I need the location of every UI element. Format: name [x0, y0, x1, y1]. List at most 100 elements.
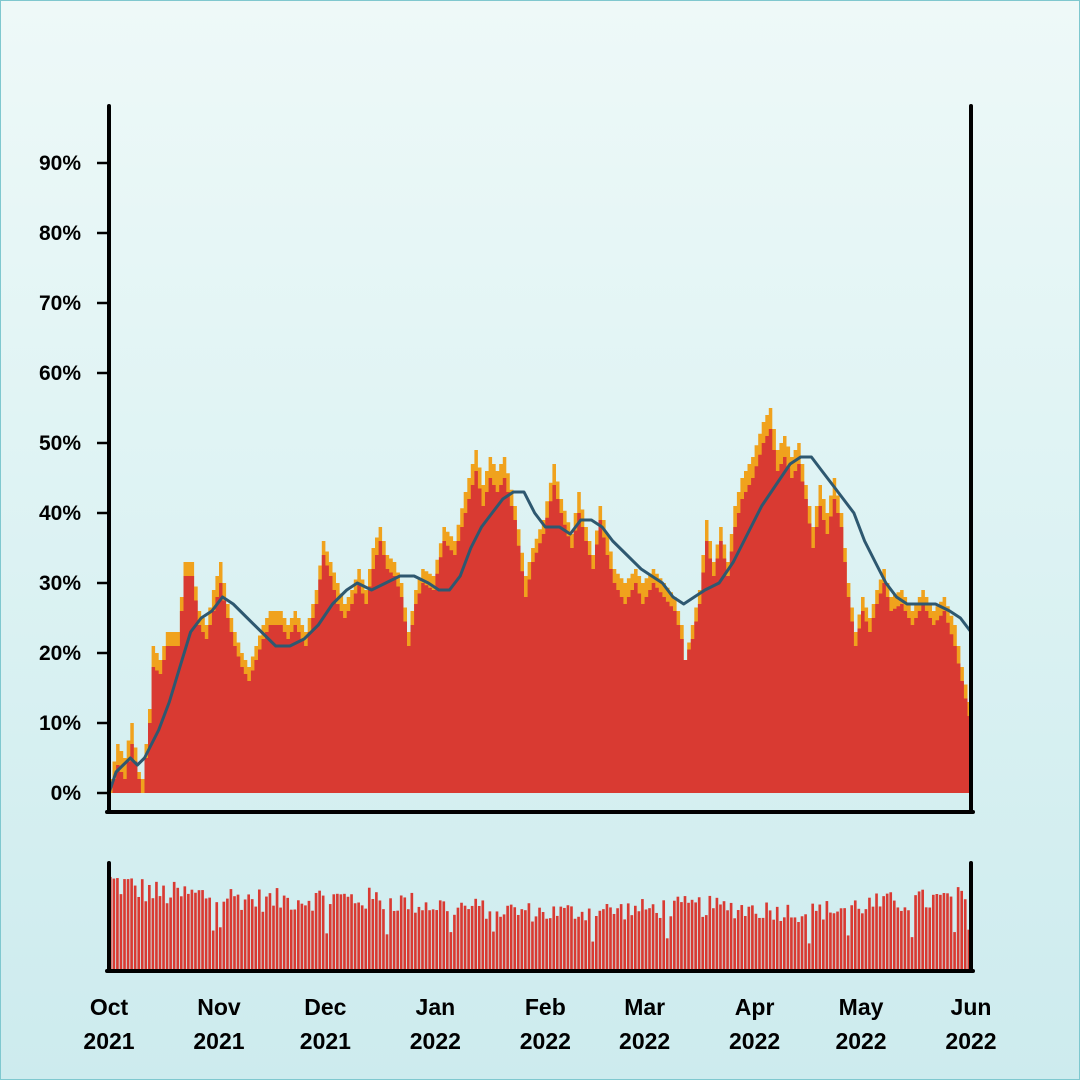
daily-bar — [605, 904, 609, 971]
daily-bar — [272, 905, 275, 971]
daily-bar — [268, 893, 272, 971]
daily-bar — [424, 902, 428, 971]
daily-bar — [857, 908, 861, 971]
daily-bar — [442, 901, 446, 971]
daily-bar — [704, 915, 708, 971]
daily-bar — [538, 907, 541, 971]
daily-bar — [726, 910, 729, 971]
daily-bar — [169, 897, 172, 971]
daily-bar — [399, 895, 403, 971]
daily-bar — [598, 910, 602, 971]
daily-bar — [126, 879, 130, 971]
daily-bar — [573, 918, 577, 971]
daily-bar — [846, 935, 850, 971]
daily-bar — [172, 881, 176, 971]
daily-bar — [343, 893, 346, 971]
daily-bar — [492, 931, 495, 971]
daily-bar — [499, 916, 502, 971]
daily-bar — [800, 916, 804, 971]
x-tick-year-label: 2021 — [300, 1028, 351, 1054]
daily-bar — [761, 917, 765, 971]
daily-bar — [311, 910, 314, 971]
x-tick-month-label: Jun — [951, 994, 992, 1020]
x-tick-year-label: 2022 — [619, 1028, 670, 1054]
daily-bar — [896, 907, 900, 971]
daily-bar — [275, 888, 279, 971]
daily-bar — [839, 908, 843, 971]
daily-bar — [630, 915, 634, 971]
daily-bar — [648, 908, 651, 971]
daily-bar — [254, 906, 258, 971]
x-tick-month-label: Jan — [416, 994, 456, 1020]
daily-bar — [421, 910, 424, 971]
daily-bar — [768, 910, 772, 971]
daily-bar — [187, 893, 190, 971]
daily-bar — [250, 899, 254, 971]
daily-bar — [545, 918, 548, 971]
daily-bar — [211, 930, 215, 971]
daily-bar — [864, 909, 868, 971]
daily-bar — [722, 901, 726, 971]
daily-bar — [428, 910, 431, 971]
daily-bar — [417, 906, 421, 971]
daily-bar — [470, 905, 474, 971]
daily-bar — [875, 893, 878, 971]
daily-bar — [403, 897, 407, 971]
daily-bar — [790, 917, 793, 971]
daily-bar — [162, 885, 165, 971]
daily-bar — [314, 893, 318, 971]
daily-bar — [119, 894, 123, 971]
y-tick-label: 10% — [39, 712, 81, 735]
daily-bar — [903, 907, 907, 971]
daily-bar — [378, 900, 382, 971]
daily-bar — [513, 907, 517, 971]
daily-bar — [332, 894, 336, 971]
daily-bar — [740, 905, 744, 971]
daily-bar — [953, 932, 956, 971]
daily-bar — [194, 892, 197, 971]
daily-bar — [967, 929, 971, 971]
daily-bar — [655, 912, 658, 971]
daily-bar — [346, 896, 350, 971]
trend-line — [107, 455, 973, 794]
daily-bar — [297, 900, 300, 971]
daily-bar — [243, 899, 247, 971]
daily-bar — [651, 904, 655, 971]
daily-bar — [658, 917, 662, 971]
daily-bar — [861, 913, 864, 971]
daily-bar — [367, 887, 371, 971]
daily-bar — [736, 910, 740, 971]
daily-bar — [183, 886, 187, 971]
daily-bar — [353, 903, 357, 971]
daily-bar — [818, 904, 822, 971]
daily-bar — [524, 910, 527, 971]
daily-bar — [669, 916, 673, 971]
daily-bar — [229, 889, 233, 971]
daily-bar — [832, 913, 836, 971]
daily-bar — [389, 898, 392, 971]
daily-bar — [616, 908, 619, 971]
daily-bar — [594, 916, 598, 971]
daily-bar — [179, 896, 183, 971]
daily-bar — [548, 918, 552, 971]
daily-bar — [414, 912, 417, 971]
daily-bar — [495, 911, 499, 971]
daily-bar — [339, 894, 343, 971]
daily-bar — [151, 898, 155, 971]
daily-bar — [566, 905, 570, 971]
daily-bar — [619, 904, 623, 971]
daily-bar — [715, 897, 719, 971]
daily-bar — [488, 911, 492, 971]
daily-bar — [392, 910, 396, 971]
x-tick-month-label: Nov — [197, 994, 241, 1020]
daily-bar — [733, 918, 736, 971]
daily-bar — [406, 909, 410, 971]
daily-bar — [516, 914, 520, 971]
daily-bar — [446, 911, 449, 971]
daily-bar — [641, 899, 644, 971]
daily-bar — [165, 903, 169, 971]
daily-bar — [690, 899, 694, 971]
daily-bar — [680, 902, 683, 971]
daily-bar — [463, 905, 467, 971]
